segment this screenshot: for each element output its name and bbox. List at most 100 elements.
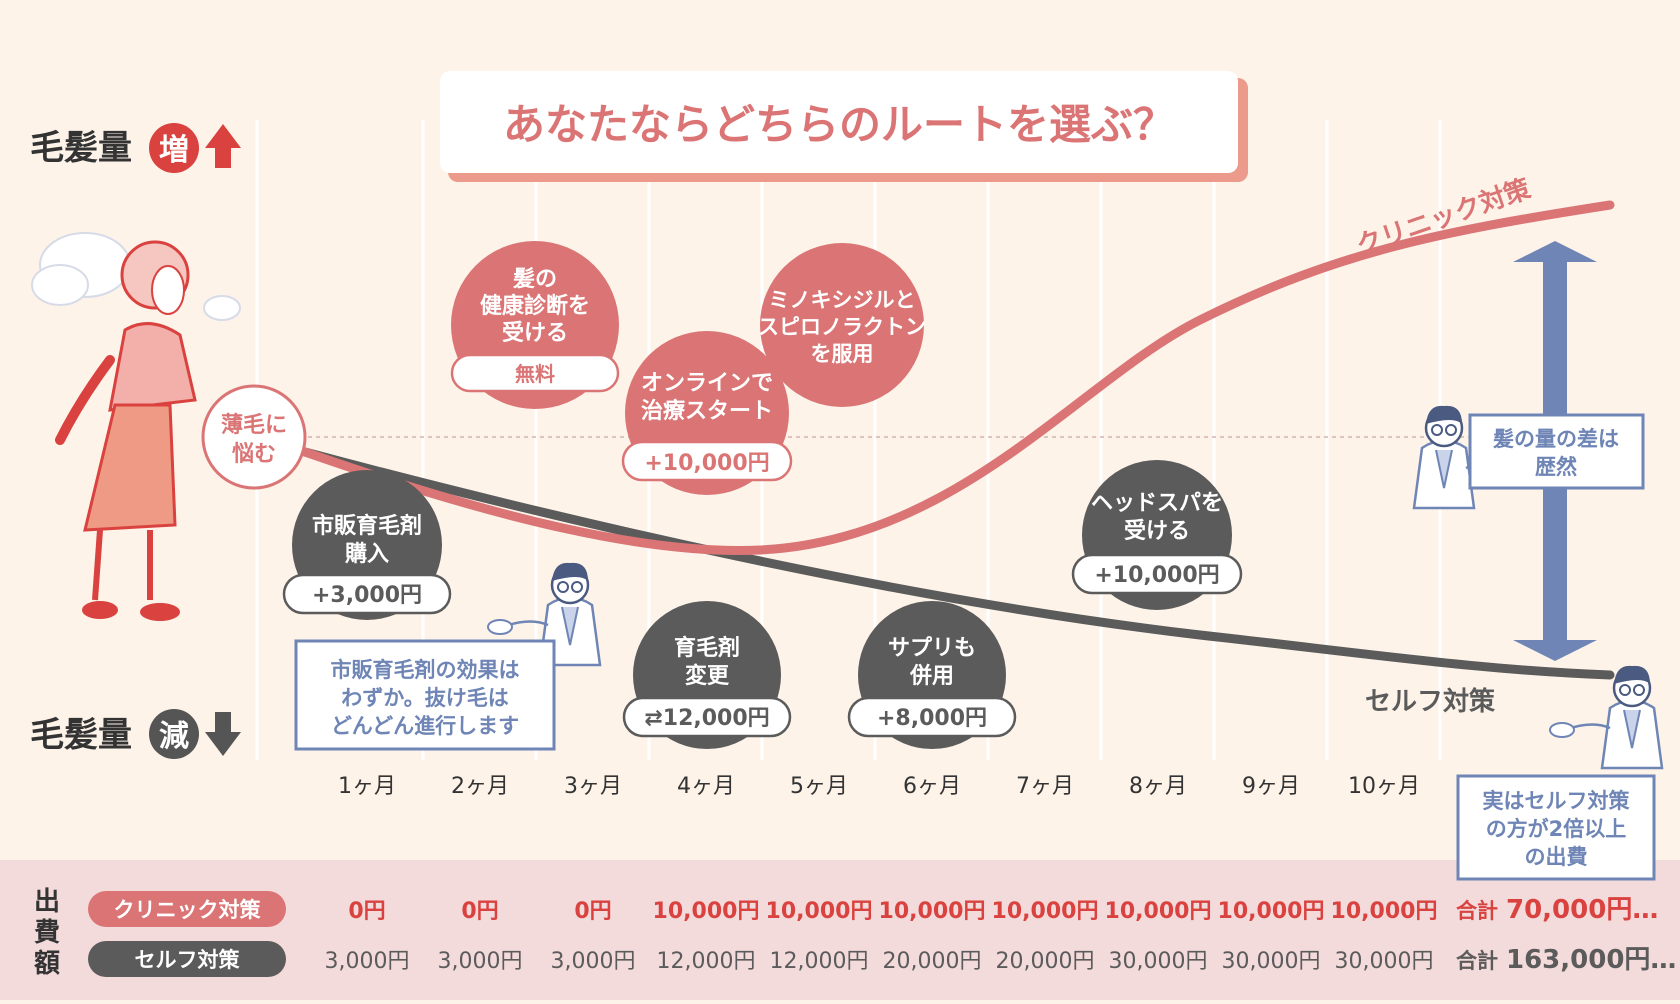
- month-label: 3ヶ月: [564, 774, 622, 799]
- clinic-cost-row: 0円 0円 0円 10,000円 10,000円 10,000円 10,000円 10,000…: [348, 899, 1437, 924]
- clinic-cost-cell: 0円: [574, 899, 611, 924]
- bubble-text: 髪の: [512, 267, 557, 292]
- month-label: 5ヶ月: [790, 774, 848, 799]
- self-bubble-supplement: サプリも 併用 +8,000円: [847, 601, 1017, 749]
- clinic-row-label-bg: [88, 891, 286, 927]
- clinic-cost-cell: 0円: [348, 899, 385, 924]
- bubble-text: 併用: [909, 663, 954, 689]
- clinic-bubble-checkup: 髪の 健康診断を 受ける 無料: [450, 241, 620, 409]
- clinic-total-value: 70,000円…: [1506, 895, 1658, 925]
- axis-down: 毛髪量 減: [30, 709, 241, 759]
- self-cost-cell: 12,000円: [657, 949, 756, 974]
- bubble-text: 市販育毛剤: [312, 513, 422, 539]
- start-circle: 薄毛に 悩む: [201, 384, 307, 490]
- clinic-cost-cell: 10,000円: [1105, 899, 1212, 924]
- up-arrow-icon: [205, 124, 241, 168]
- month-label: 7ヶ月: [1016, 774, 1074, 799]
- clinic-cost-cell: 0円: [461, 899, 498, 924]
- month-label: 9ヶ月: [1242, 774, 1300, 799]
- self-cost-cell: 3,000円: [325, 949, 410, 974]
- self-cost-cell: 30,000円: [1109, 949, 1208, 974]
- cost-header-char: 出: [34, 887, 60, 917]
- diff-note-callout: 髪の量の差は 歴然: [1468, 413, 1645, 490]
- bubble-price: ⇄12,000円: [644, 706, 769, 731]
- clinic-cost-cell: 10,000円: [1218, 899, 1325, 924]
- page-title: あなたならどちらのルートを選ぶ？: [503, 100, 1175, 149]
- self-cost-cell: 3,000円: [551, 949, 636, 974]
- axis-up-badge: [149, 123, 199, 173]
- clinic-curve: [300, 200, 1615, 555]
- bubble-text: サプリも: [888, 636, 976, 661]
- clinic-cost-cell: 10,000円: [992, 899, 1099, 924]
- self-total: 合計 163,000円…: [1456, 945, 1676, 975]
- self-row-label-bg: [88, 941, 286, 977]
- start-line-1: 薄毛に: [221, 413, 287, 438]
- clinic-row-label: クリニック対策: [114, 898, 262, 922]
- self-bubble-change: 育毛剤 変更 ⇄12,000円: [622, 601, 792, 749]
- self-line-label: セルフ対策: [1365, 686, 1495, 717]
- clinic-total-prefix: 合計: [1456, 899, 1498, 923]
- bubble-text: を服用: [811, 342, 874, 366]
- callout-text: の出費: [1525, 845, 1588, 869]
- month-label: 6ヶ月: [903, 774, 961, 799]
- cost-table-background: [0, 860, 1680, 1000]
- bubble-text: 変更: [685, 663, 730, 689]
- clinic-bubble-medication: ミノキシジルと スピロノラクトン を服用: [758, 243, 926, 407]
- self-cost-row: 3,000円 3,000円 3,000円 12,000円 12,000円 20,000円 2…: [325, 949, 1434, 974]
- clinic-cost-cell: 10,000円: [766, 899, 873, 924]
- axis-up: 毛髪量 増: [30, 123, 241, 173]
- bubble-text: ヘッドスパを: [1091, 491, 1223, 516]
- self-bubble-headspa: ヘッドスパを 受ける +10,000円: [1071, 460, 1243, 610]
- self-total-prefix: 合計: [1456, 949, 1498, 973]
- callout-text: 市販育毛剤の効果は: [331, 658, 520, 682]
- bubble-price: 無料: [515, 362, 555, 386]
- callout-text: 歴然: [1535, 455, 1577, 479]
- month-labels: 1ヶ月 2ヶ月 3ヶ月 4ヶ月 5ヶ月 6ヶ月 7ヶ月 8ヶ月 9ヶ月 10ヶ月: [338, 774, 1420, 799]
- clinic-line-label: クリニック対策: [1352, 173, 1534, 262]
- cost-header-char: 額: [34, 949, 60, 979]
- axis-up-badge-text: 増: [159, 133, 189, 168]
- bubble-text: 受ける: [1124, 518, 1190, 544]
- callout-text: の方が2倍以上: [1486, 817, 1627, 841]
- down-arrow-icon: [205, 712, 241, 756]
- callout-text: どんどん進行します: [331, 714, 519, 738]
- axis-down-badge-text: 減: [159, 719, 189, 754]
- start-line-2: 悩む: [232, 442, 276, 467]
- bubble-price: +10,000円: [644, 451, 769, 476]
- self-cost-cell: 12,000円: [770, 949, 869, 974]
- bubble-text: ミノキシジルと: [769, 288, 916, 312]
- cost-header-char: 費: [34, 918, 60, 948]
- self-cost-cell: 30,000円: [1335, 949, 1434, 974]
- bubble-text: 受ける: [502, 320, 568, 346]
- title-box: あなたならどちらのルートを選ぶ？: [440, 71, 1248, 182]
- month-label: 10ヶ月: [1348, 774, 1420, 799]
- bubble-text: 購入: [345, 542, 389, 567]
- month-label: 4ヶ月: [677, 774, 735, 799]
- callout-text: 髪の量の差は: [1492, 427, 1619, 451]
- month-label: 2ヶ月: [451, 774, 509, 799]
- axis-up-label: 毛髪量: [30, 128, 132, 168]
- doctor-icon: [487, 561, 602, 667]
- self-curve: [300, 447, 1615, 680]
- axis-down-badge: [149, 709, 199, 759]
- cost-table-header: 出 費 額 クリニック対策 セルフ対策: [34, 887, 286, 979]
- self-bubble-purchase: 市販育毛剤 購入 +3,000円: [282, 470, 452, 620]
- self-note-callout: 市販育毛剤の効果は わずか。抜け毛は どんどん進行します: [294, 639, 556, 751]
- self-cost-cell: 30,000円: [1222, 949, 1321, 974]
- bubble-price: +8,000円: [877, 706, 987, 731]
- bubble-price: +3,000円: [312, 583, 422, 608]
- self-total-value: 163,000円…: [1506, 945, 1676, 975]
- clinic-bubble-online: オンラインで 治療スタート +10,000円: [621, 331, 793, 495]
- callout-text: わずか。抜け毛は: [341, 686, 509, 710]
- month-label: 8ヶ月: [1129, 774, 1187, 799]
- bubble-text: 治療スタート: [641, 398, 773, 424]
- cost-note-callout: 実はセルフ対策 の方が2倍以上 の出費: [1456, 774, 1656, 881]
- self-row-label: セルフ対策: [135, 948, 241, 972]
- axis-down-label: 毛髪量: [30, 715, 132, 755]
- clinic-total: 合計 70,000円…: [1456, 895, 1658, 925]
- self-cost-cell: 3,000円: [438, 949, 523, 974]
- self-cost-cell: 20,000円: [883, 949, 982, 974]
- month-label: 1ヶ月: [338, 774, 396, 799]
- bubble-text: スピロノラクトン: [758, 315, 926, 339]
